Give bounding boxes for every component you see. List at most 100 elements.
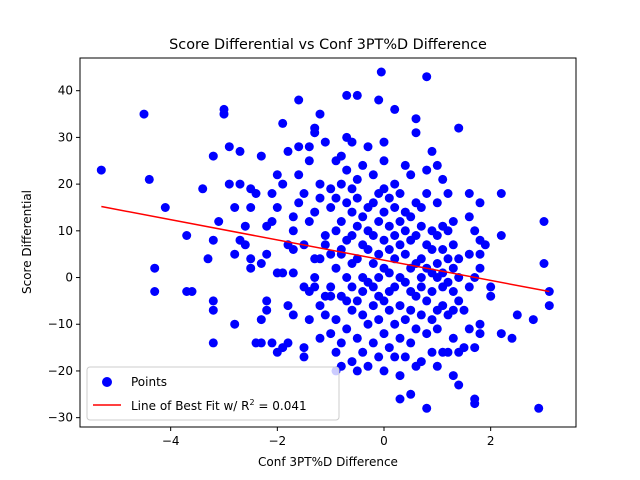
data-point-13 <box>208 296 218 306</box>
data-point-244 <box>427 146 437 156</box>
data-point-238 <box>422 72 432 82</box>
y-tick-label: −20 <box>48 364 73 378</box>
data-point-130 <box>347 282 357 292</box>
data-point-185 <box>390 352 400 362</box>
data-point-25 <box>235 179 245 189</box>
x-tick-label: 0 <box>380 434 388 448</box>
data-point-35 <box>256 338 266 348</box>
data-point-190 <box>390 203 400 212</box>
data-point-39 <box>262 305 272 315</box>
data-point-156 <box>368 231 378 240</box>
data-point-54 <box>283 338 293 348</box>
data-point-231 <box>422 403 432 413</box>
data-point-222 <box>411 128 421 138</box>
data-point-40 <box>262 296 272 306</box>
x-axis-ticks: −4 −2 0 2 <box>162 427 494 448</box>
data-point-94 <box>326 282 336 292</box>
data-point-159 <box>368 282 378 292</box>
y-axis-ticks: −30 −20 −10 0 10 20 30 40 <box>48 84 80 425</box>
data-point-104 <box>331 226 341 236</box>
data-point-160 <box>374 352 384 362</box>
data-point-191 <box>390 179 400 189</box>
data-point-194 <box>395 333 405 343</box>
data-point-82 <box>310 273 320 282</box>
data-point-232 <box>422 329 432 339</box>
data-point-268 <box>448 305 458 315</box>
data-point-64 <box>294 95 304 105</box>
data-point-269 <box>448 287 458 296</box>
data-point-294 <box>475 263 485 273</box>
data-point-178 <box>384 343 394 353</box>
data-point-147 <box>363 319 373 329</box>
data-point-128 <box>347 184 357 194</box>
data-point-21 <box>230 249 240 259</box>
data-point-227 <box>416 254 426 264</box>
data-point-87 <box>315 179 325 189</box>
data-point-161 <box>374 315 384 325</box>
data-point-281 <box>459 305 469 315</box>
y-axis-label: Score Differential <box>20 190 34 294</box>
y-tick-label: 10 <box>58 224 73 238</box>
data-point-132 <box>352 333 362 343</box>
data-point-266 <box>443 347 453 357</box>
data-point-225 <box>416 310 426 320</box>
data-point-246 <box>432 361 442 371</box>
data-point-47 <box>272 170 282 180</box>
data-point-96 <box>326 249 336 259</box>
data-point-143 <box>358 212 368 222</box>
data-point-298 <box>480 240 490 250</box>
data-point-180 <box>384 268 394 278</box>
data-point-113 <box>336 151 346 161</box>
data-point-282 <box>464 324 474 334</box>
x-tick-label: −4 <box>162 434 180 448</box>
data-point-68 <box>299 343 309 353</box>
data-point-97 <box>326 203 336 212</box>
data-point-32 <box>246 263 256 273</box>
data-point-251 <box>432 198 442 208</box>
data-point-139 <box>358 347 368 357</box>
data-point-299 <box>486 282 496 292</box>
data-point-249 <box>432 259 442 268</box>
data-point-154 <box>368 301 378 311</box>
data-point-42 <box>262 249 272 259</box>
data-point-145 <box>358 287 368 296</box>
data-point-23 <box>230 319 240 329</box>
data-point-74 <box>304 156 314 166</box>
data-point-1 <box>139 109 149 119</box>
legend-fit-label-suffix: = 0.041 <box>255 399 307 413</box>
data-point-20 <box>224 179 234 189</box>
legend-fit-label: Line of Best Fit w/ R2 = 0.041 <box>131 398 307 413</box>
data-point-124 <box>347 305 357 315</box>
data-point-283 <box>464 282 474 292</box>
data-point-136 <box>352 193 362 203</box>
data-point-162 <box>374 273 384 282</box>
data-point-174 <box>379 207 389 217</box>
data-point-137 <box>352 174 362 184</box>
data-point-123 <box>347 357 357 367</box>
data-point-197 <box>395 240 405 250</box>
data-point-122 <box>342 90 352 100</box>
data-point-279 <box>454 123 464 133</box>
data-point-57 <box>283 146 293 156</box>
data-point-14 <box>208 305 218 315</box>
data-point-27 <box>240 221 250 231</box>
legend: Points Line of Best Fit w/ R2 = 0.041 <box>86 366 340 421</box>
data-point-85 <box>315 254 325 264</box>
data-point-115 <box>342 324 352 334</box>
data-point-18 <box>219 104 229 114</box>
data-point-200 <box>395 394 405 404</box>
y-tick-label: −10 <box>48 317 73 331</box>
data-point-63 <box>294 142 304 152</box>
data-point-103 <box>331 263 341 273</box>
data-point-2 <box>144 174 154 184</box>
data-point-213 <box>406 212 416 222</box>
data-point-4 <box>150 287 160 296</box>
data-point-259 <box>438 174 448 184</box>
data-point-264 <box>443 226 453 236</box>
data-point-173 <box>379 235 389 245</box>
data-point-252 <box>432 160 442 170</box>
data-point-75 <box>304 217 314 226</box>
data-point-146 <box>363 361 373 371</box>
